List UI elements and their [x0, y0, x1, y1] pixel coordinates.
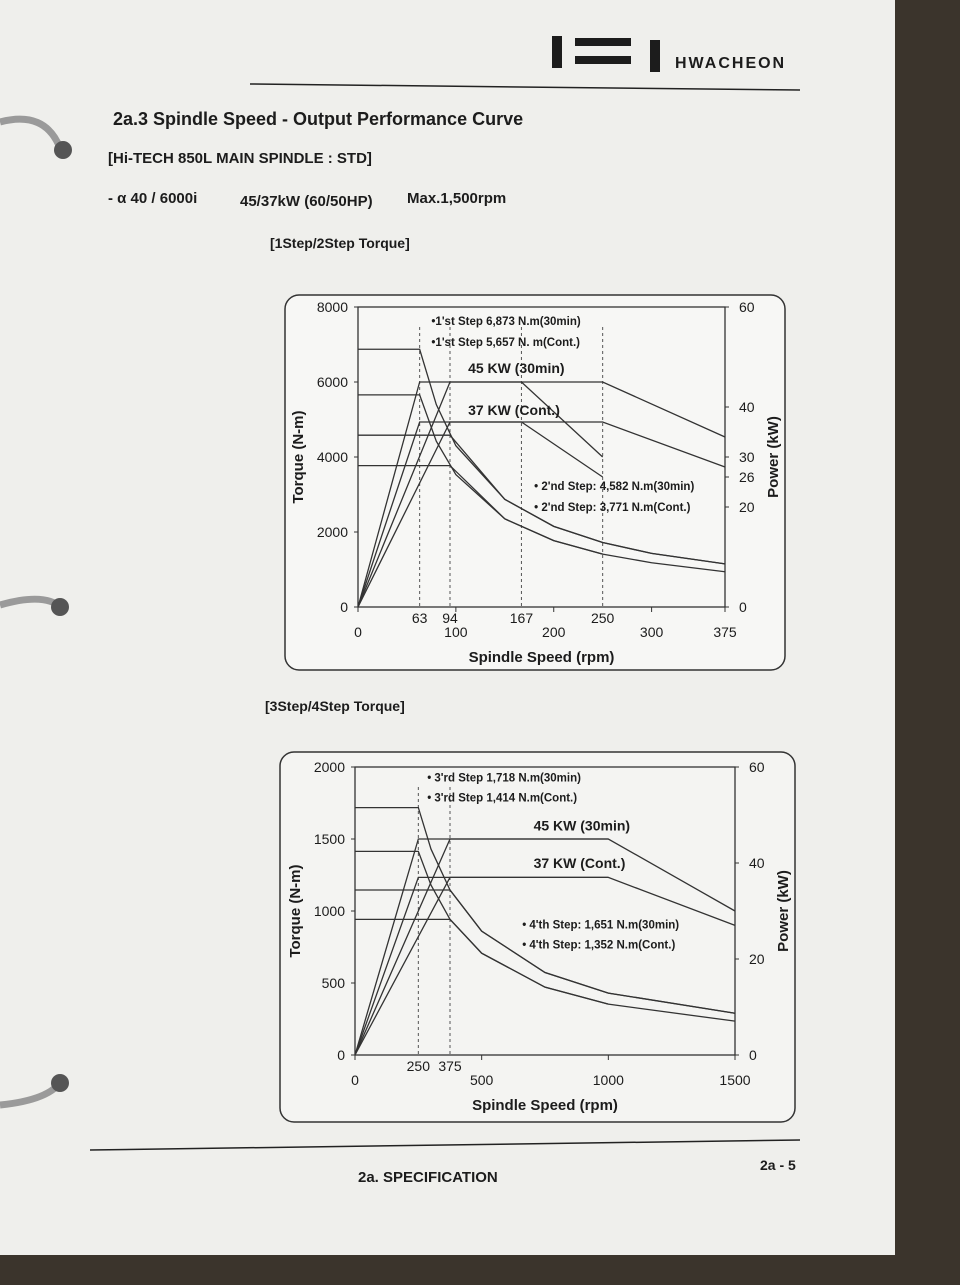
marker-label: 63	[412, 610, 428, 626]
x-tick-label: 100	[444, 624, 468, 640]
spec-item: - α 40 / 6000i	[108, 190, 197, 207]
x-tick-label: 375	[713, 624, 737, 640]
annotation: 37 KW (Cont.)	[534, 855, 626, 871]
punch-hole	[51, 1074, 69, 1092]
y-tick-label: 0	[340, 599, 348, 615]
section-title: 2a.3 Spindle Speed - Output Performance …	[113, 109, 523, 129]
y2-tick-label: 30	[739, 449, 755, 465]
x-tick-label: 500	[470, 1072, 494, 1088]
x-tick-label: 1000	[593, 1072, 624, 1088]
y2-tick-label: 20	[739, 499, 755, 515]
footer-section: 2a. SPECIFICATION	[358, 1169, 498, 1186]
y2-tick-label: 60	[739, 299, 755, 315]
chart-frame	[284, 294, 786, 671]
y-tick-label: 8000	[317, 299, 348, 315]
brand: HWACHEON	[675, 55, 786, 72]
annotation: 37 KW (Cont.)	[468, 402, 560, 418]
annotation: • 2'nd Step: 4,582 N.m(30min)	[534, 481, 694, 493]
y2-tick-label: 0	[749, 1047, 757, 1063]
x-tick-label: 0	[351, 1072, 359, 1088]
y-tick-label: 2000	[317, 524, 348, 540]
x-axis-label: Spindle Speed (rpm)	[469, 649, 615, 666]
curve	[354, 876, 736, 1056]
chart-frame	[279, 751, 796, 1123]
footer-rule	[89, 1139, 801, 1151]
y-axis-label: Torque (N-m)	[287, 864, 304, 957]
curve	[357, 421, 726, 608]
punch-hole	[54, 141, 72, 159]
subtitle: [Hi-TECH 850L MAIN SPINDLE : STD]	[108, 150, 372, 167]
punch-hole	[51, 598, 69, 616]
y-tick-label: 6000	[317, 374, 348, 390]
header-rule	[249, 83, 801, 91]
annotation: 45 KW (30min)	[534, 817, 630, 833]
annotation: • 4'th Step: 1,352 N.m(Cont.)	[522, 939, 675, 951]
y2-tick-label: 26	[739, 469, 755, 485]
y-tick-label: 1000	[314, 903, 345, 919]
y2-tick-label: 40	[739, 399, 755, 415]
annotation: • 3'rd Step 1,414 N.m(Cont.)	[427, 793, 577, 805]
y2-axis-label: Power (kW)	[775, 870, 792, 952]
x-tick-label: 0	[354, 624, 362, 640]
marker-label: 167	[510, 610, 534, 626]
marker-label: 250	[407, 1058, 431, 1074]
y2-axis-label: Power (kW)	[765, 416, 782, 498]
x-axis-label: Spindle Speed (rpm)	[472, 1097, 618, 1114]
curve	[354, 838, 736, 1056]
annotation: • 2'nd Step: 3,771 N.m(Cont.)	[534, 502, 690, 514]
y-tick-label: 2000	[314, 759, 345, 775]
annotation: • 4'th Step: 1,651 N.m(30min)	[522, 919, 679, 931]
y2-tick-label: 0	[739, 599, 747, 615]
curve	[358, 464, 726, 573]
curve	[358, 434, 726, 565]
annotation: •1'st Step 5,657 N. m(Cont.)	[431, 337, 580, 349]
page-number: 2a - 5	[760, 1157, 796, 1173]
y-tick-label: 4000	[317, 449, 348, 465]
y-axis-label: Torque (N-m)	[290, 410, 307, 503]
curve	[357, 381, 726, 608]
annotation: • 3'rd Step 1,718 N.m(30min)	[427, 772, 581, 784]
annotation: 45 KW (30min)	[468, 360, 564, 376]
annotation: •1'st Step 6,873 N.m(30min)	[431, 316, 580, 328]
ring	[0, 115, 64, 150]
y2-tick-label: 60	[749, 759, 765, 775]
marker-label: 94	[442, 610, 458, 626]
spec-item: Max.1,500rpm	[407, 190, 506, 207]
curve	[355, 889, 736, 1014]
spec-item: 45/37kW (60/50HP)	[240, 193, 373, 210]
curve	[355, 918, 736, 1022]
x-tick-label: 1500	[719, 1072, 750, 1088]
x-tick-label: 300	[640, 624, 664, 640]
y-tick-label: 0	[337, 1047, 345, 1063]
y-tick-label: 500	[322, 975, 346, 991]
logo-mark	[552, 36, 660, 72]
marker-label: 375	[438, 1058, 462, 1074]
chart-title: [3Step/4Step Torque]	[265, 698, 405, 714]
y2-tick-label: 40	[749, 855, 765, 871]
marker-label: 250	[591, 610, 615, 626]
y-tick-label: 1500	[314, 831, 345, 847]
y2-tick-label: 20	[749, 951, 765, 967]
x-tick-label: 200	[542, 624, 566, 640]
chart-title: [1Step/2Step Torque]	[270, 235, 410, 251]
